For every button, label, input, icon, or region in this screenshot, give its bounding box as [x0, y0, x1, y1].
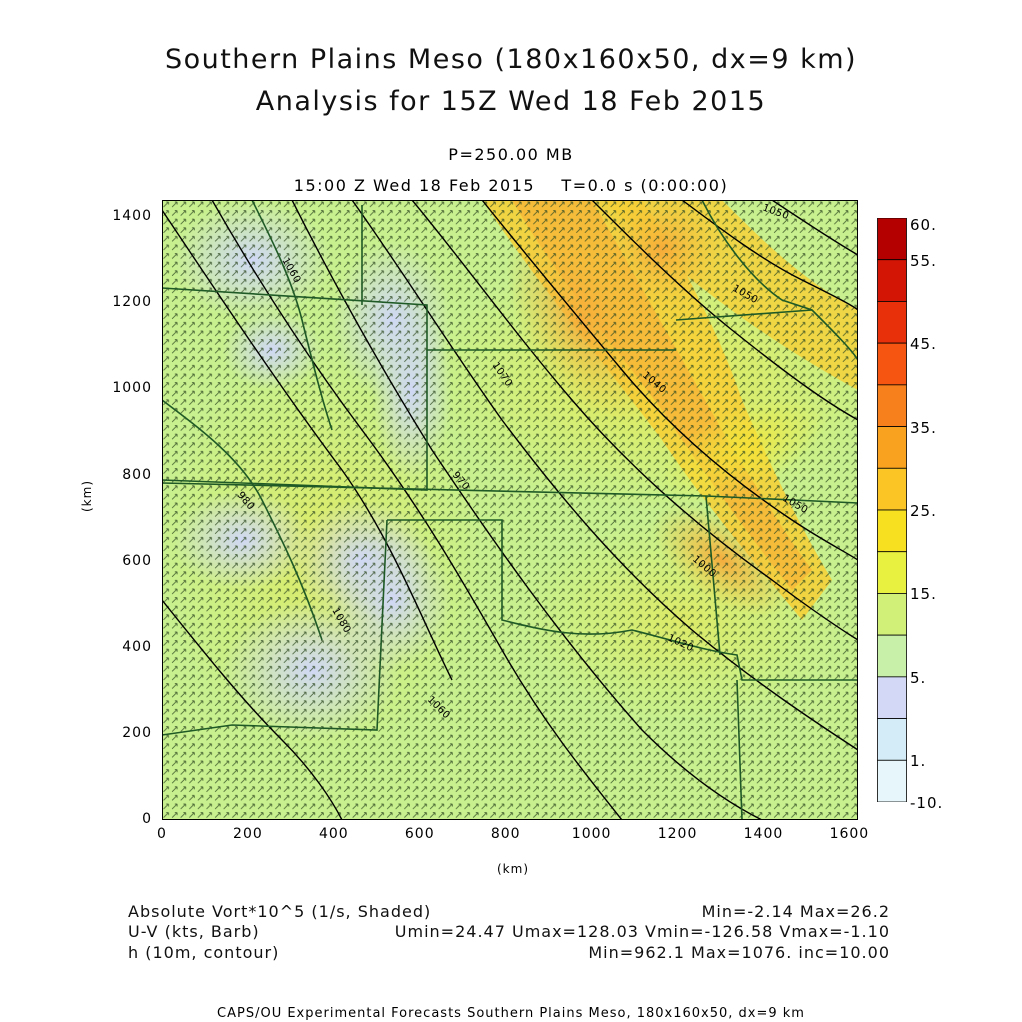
colorbar-label: -10. — [910, 794, 944, 812]
vorticity-map: 1060 1070 1040 1050 1000 1020 980 970 10… — [162, 200, 858, 820]
colorbar-segment — [877, 676, 907, 719]
wind-barbs — [162, 200, 858, 820]
colorbar-label: 1. — [910, 752, 927, 771]
x-tick-label: 800 — [490, 826, 521, 842]
y-tick-label: 1000 — [112, 380, 152, 397]
field-shaded-label: Absolute Vort*10^5 (1/s, Shaded) — [128, 902, 432, 921]
colorbar-segment — [877, 218, 907, 261]
colorbar-segment — [877, 593, 907, 636]
colorbar-segment — [877, 426, 907, 469]
x-tick-label: 1400 — [743, 826, 784, 842]
field-shaded-stats: Min=-2.14 Max=26.2 — [701, 902, 890, 921]
colorbar-label: 55. — [910, 251, 937, 270]
colorbar-segment — [877, 718, 907, 761]
colorbar-segment — [877, 301, 907, 344]
valid-time: 15:00 Z Wed 18 Feb 2015 T=0.0 s (0:00:00… — [293, 176, 729, 195]
colorbar-label: 60. — [910, 216, 937, 234]
pressure-level: P=250.00 MB — [448, 145, 574, 164]
colorbar-segment — [877, 342, 907, 386]
map-title-line1: Southern Plains Meso (180x160x50, dx=9 k… — [164, 44, 858, 75]
y-tick-label: 400 — [122, 638, 152, 655]
y-axis-label: (km) — [80, 479, 94, 512]
x-tick-label: 600 — [404, 826, 435, 842]
x-axis-label: (km) — [497, 862, 530, 876]
field-barb-label: U-V (kts, Barb) — [128, 922, 260, 941]
colorbar — [877, 218, 907, 802]
colorbar-label: 25. — [910, 502, 937, 520]
y-tick-label: 600 — [122, 552, 152, 569]
x-tick-label: 1000 — [571, 826, 612, 842]
y-tick-label: 1200 — [112, 294, 152, 311]
y-tick-label: 200 — [122, 724, 152, 741]
colorbar-segment — [877, 259, 907, 302]
map-title-line2: Analysis for 15Z Wed 18 Feb 2015 — [255, 86, 767, 117]
x-tick-label: 1200 — [657, 826, 698, 842]
x-tick-label: 0 — [157, 826, 167, 842]
colorbar-segment — [877, 759, 907, 802]
colorbar-segment — [877, 551, 907, 594]
field-contour-label: h (10m, contour) — [128, 943, 280, 962]
credit-footer: CAPS/OU Experimental Forecasts Southern … — [217, 1006, 805, 1021]
y-tick-label: 0 — [142, 811, 152, 827]
x-tick-label: 400 — [318, 826, 349, 842]
colorbar-segment — [877, 467, 907, 511]
x-tick-label: 1600 — [829, 826, 870, 842]
colorbar-label: 35. — [910, 418, 937, 437]
x-tick-label: 200 — [233, 826, 263, 842]
colorbar-label: 15. — [910, 585, 937, 604]
y-tick-label: 1400 — [112, 208, 152, 225]
state-borders — [162, 200, 858, 820]
colorbar-label: 5. — [910, 668, 927, 687]
height-contours — [162, 200, 858, 820]
y-tick-label: 800 — [122, 466, 152, 483]
colorbar-segment — [877, 634, 907, 678]
colorbar-label: 45. — [910, 335, 937, 354]
field-contour-stats: Min=962.1 Max=1076. inc=10.00 — [588, 943, 890, 962]
field-barb-stats: Umin=24.47 Umax=128.03 Vmin=-126.58 Vmax… — [394, 922, 890, 941]
colorbar-segment — [877, 384, 907, 427]
colorbar-segment — [877, 509, 907, 553]
